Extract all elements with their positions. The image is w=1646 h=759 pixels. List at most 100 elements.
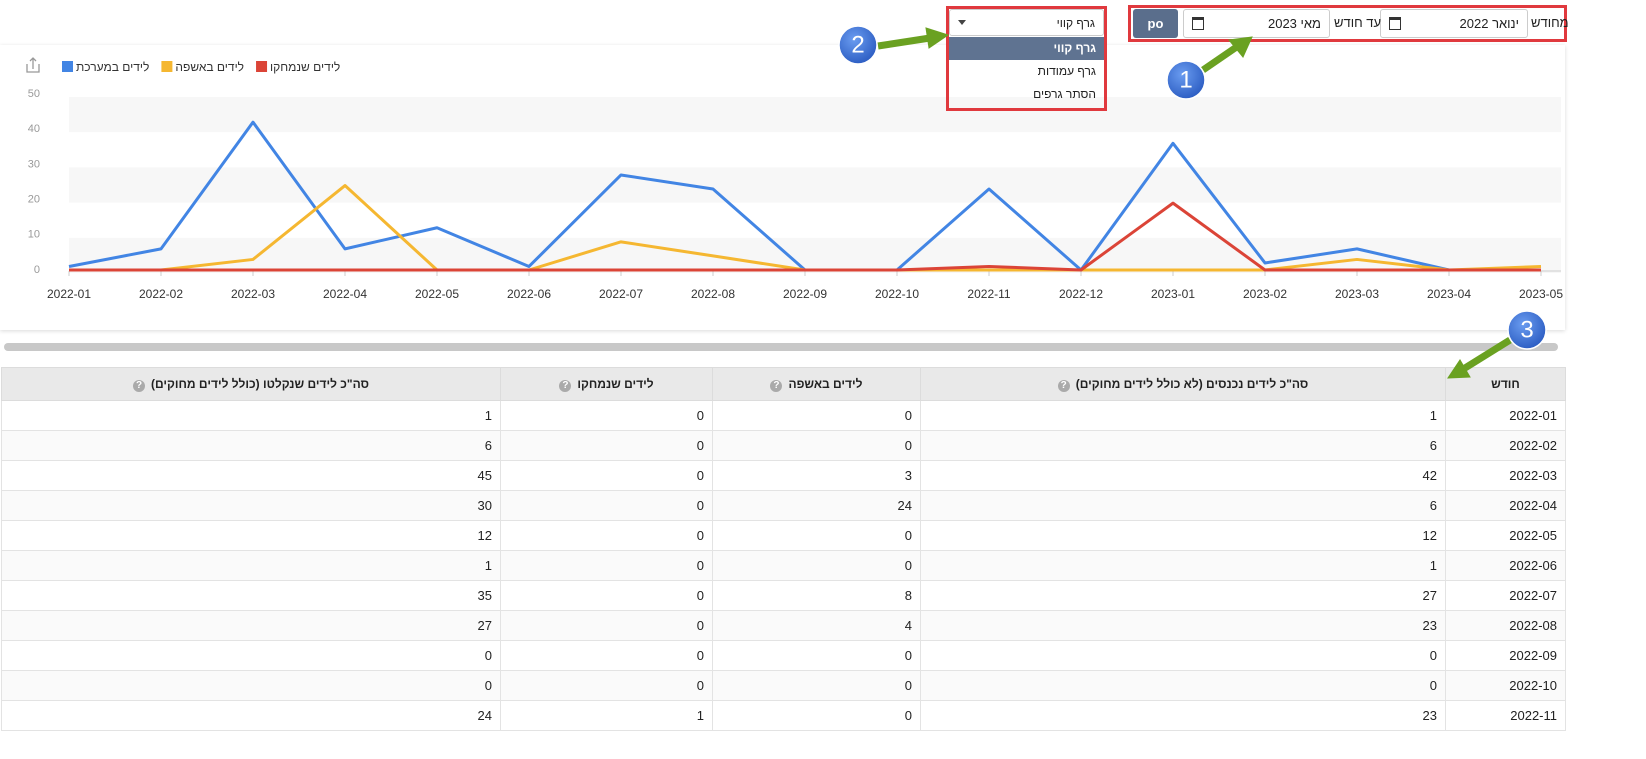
legend-swatch: [161, 61, 173, 72]
help-icon: ?: [1057, 379, 1070, 392]
x-tick-label: 2023-05: [1519, 287, 1563, 301]
table-cell: 0: [500, 550, 713, 581]
table-cell: 12: [1, 520, 501, 551]
y-tick-label: 30: [28, 158, 40, 170]
x-tick-label: 2023-01: [1151, 287, 1195, 301]
table-cell: 2022-09: [1445, 640, 1566, 671]
calendar-icon: [1192, 17, 1204, 30]
x-tick-label: 2023-02: [1243, 287, 1287, 301]
share-icon[interactable]: [26, 57, 40, 73]
calendar-icon: [1389, 17, 1401, 30]
table-row: 2022-01 1 0 0 1: [1, 400, 1566, 431]
x-tick-label: 2022-01: [47, 287, 91, 301]
data-table: חודש סה"כ לידים נכנסים (לא כולל לידים מחו…: [1, 367, 1566, 731]
table-cell: 0: [712, 700, 921, 731]
table-cell: 0: [500, 580, 713, 611]
selected-value: גרף קווי: [1056, 15, 1095, 30]
table-cell: 6: [920, 430, 1446, 461]
table-cell: 6: [920, 490, 1446, 521]
grid-band: [69, 167, 1561, 203]
table-cell: 8: [712, 580, 921, 611]
table-cell: 2022-06: [1445, 550, 1566, 581]
table-row: 2022-03 42 3 0 45: [1, 460, 1566, 491]
table-cell: 23: [920, 700, 1446, 731]
x-tick-label: 2022-11: [967, 287, 1010, 301]
from-value: ינואר 2022: [1459, 16, 1519, 31]
table-cell: 42: [920, 460, 1446, 491]
header-row: חודש סה"כ לידים נכנסים (לא כולל לידים מחו…: [1, 367, 1566, 401]
highlight-box: [1128, 5, 1567, 42]
table-cell: 2022-01: [1445, 400, 1566, 431]
y-tick-label: 10: [28, 229, 40, 241]
legend-label: לידים שנמחקו: [270, 60, 340, 74]
grid-band: [69, 237, 1561, 273]
series-line: [69, 201, 1541, 272]
table-cell: 0: [500, 670, 713, 701]
x-tick-label: 2022-02: [139, 287, 183, 301]
header-text: לידים באשפה: [788, 376, 863, 391]
dropdown-option[interactable]: גרף קווי: [949, 37, 1104, 60]
x-tick-label: 2022-08: [691, 287, 735, 301]
table-cell: 30: [1, 490, 501, 521]
table-cell: 0: [712, 550, 921, 581]
table-cell: 1: [1, 400, 501, 431]
dropdown-option[interactable]: הסתר גרפים: [1033, 87, 1096, 101]
help-icon: ?: [133, 379, 145, 392]
table-cell: 0: [500, 430, 713, 461]
table-cell: 1: [1, 550, 501, 581]
table-cell: 1: [500, 700, 713, 731]
x-tick-label: 2022-05: [415, 287, 459, 301]
table-cell: 2022-05: [1445, 520, 1566, 551]
table-cell: 0: [1, 640, 501, 671]
table-cell: 24: [1, 700, 501, 731]
header-text: לידים שנמחקו: [577, 376, 654, 391]
table-cell: 2022-04: [1445, 490, 1566, 521]
table-cell: 0: [500, 400, 713, 431]
chart: 0 10 20 30 40 50 2022-01 2022-02 2022-03 2022-04 2…: [26, 57, 1563, 301]
dropdown-option[interactable]: גרף עמודות: [1037, 64, 1096, 78]
table-row: 2022-09 0 0 0 0: [1, 640, 1566, 671]
table-cell: 27: [1, 610, 501, 641]
filter-button[interactable]: po: [1133, 9, 1178, 38]
table-cell: 3: [712, 460, 921, 491]
scrollbar[interactable]: [4, 343, 1558, 351]
table-cell: 0: [712, 640, 921, 671]
from-input[interactable]: ינואר 2022: [1380, 9, 1528, 38]
help-icon: ?: [770, 379, 783, 392]
table-cell: 0: [1, 670, 501, 701]
x-tick-label: 2022-06: [507, 287, 551, 301]
table-cell: 0: [500, 520, 713, 551]
header-text: סה"כ לידים נכנסים (לא כולל לידים מחוקים): [1075, 376, 1309, 391]
table-row: 2022-07 27 8 0 35: [1, 580, 1566, 611]
table-row: 2022-05 12 0 0 12: [1, 520, 1566, 551]
x-tick-label: 2022-07: [599, 287, 643, 301]
column-header: סה"כ לידים נכנסים (לא כולל לידים מחוקים)…: [920, 367, 1446, 401]
table-row: 2022-04 6 24 0 30: [1, 490, 1566, 521]
column-header: לידים באשפה?: [712, 367, 921, 401]
x-tick-label: 2023-04: [1427, 287, 1471, 301]
column-header: סה"כ לידים שנקלטו (כולל לידים מחוקים)?: [1, 367, 501, 401]
x-tick-label: 2022-12: [1059, 287, 1103, 301]
to-input[interactable]: מאי 2023: [1183, 9, 1330, 38]
x-tick-label: 2022-09: [783, 287, 827, 301]
x-tick-label: 2022-04: [323, 287, 367, 301]
table-cell: 2022-10: [1445, 670, 1566, 701]
table-cell: 6: [1, 430, 501, 461]
y-tick-label: 50: [28, 88, 40, 100]
y-tick-label: 40: [28, 123, 40, 135]
x-tick-label: 2022-03: [231, 287, 275, 301]
to-label: עד חודש: [1334, 15, 1382, 30]
table-cell: 12: [920, 520, 1446, 551]
from-label: מחודש: [1531, 15, 1569, 30]
table-cell: 2022-07: [1445, 580, 1566, 611]
y-tick-label: 0: [34, 264, 40, 276]
table-row: 2022-08 23 4 0 27: [1, 610, 1566, 641]
table-cell: 0: [500, 610, 713, 641]
y-tick-label: 20: [28, 194, 40, 206]
caret: [958, 20, 966, 25]
to-value: מאי 2023: [1267, 16, 1321, 31]
chart-type-select[interactable]: גרף קווי: [949, 9, 1104, 36]
legend-label: לידים באשפה: [175, 60, 244, 74]
legend-label: לידים במערכת: [76, 60, 149, 74]
